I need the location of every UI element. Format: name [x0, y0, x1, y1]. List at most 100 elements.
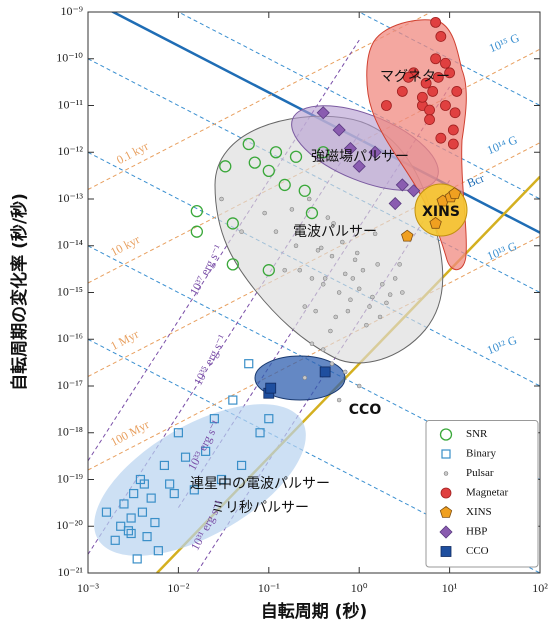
- marker: [375, 262, 380, 267]
- marker: [420, 77, 432, 89]
- y-tick-label: 10⁻¹⁹: [57, 471, 83, 485]
- marker: [329, 253, 335, 259]
- marker: [370, 294, 375, 300]
- marker: [165, 479, 175, 489]
- marker: [242, 137, 255, 151]
- marker: [306, 196, 312, 202]
- marker: [318, 245, 324, 251]
- reference-line: [88, 338, 540, 573]
- marker: [320, 282, 326, 287]
- marker: [387, 292, 393, 297]
- marker: [395, 178, 409, 192]
- marker: [219, 196, 224, 202]
- marker: [407, 184, 421, 198]
- marker: [397, 262, 402, 267]
- y-tick-label: 10⁻¹⁸: [57, 425, 83, 439]
- marker: [356, 383, 362, 389]
- marker: [444, 67, 456, 79]
- marker: [153, 546, 163, 556]
- region-label: XINS: [422, 204, 460, 220]
- marker: [319, 366, 331, 378]
- marker: [273, 229, 279, 234]
- marker: [345, 308, 351, 314]
- marker: [329, 361, 335, 366]
- x-axis-title: 自転周期 (秒): [261, 601, 367, 622]
- marker: [401, 229, 414, 242]
- marker: [262, 210, 267, 216]
- marker: [316, 106, 330, 120]
- marker: [449, 107, 461, 119]
- marker: [400, 290, 405, 295]
- marker: [381, 100, 392, 111]
- marker: [331, 221, 336, 226]
- marker: [189, 485, 199, 495]
- marker: [424, 104, 435, 116]
- marker: [282, 267, 287, 273]
- marker: [354, 250, 360, 256]
- marker: [377, 314, 383, 320]
- legend-label: Pulsar: [466, 467, 494, 479]
- x-tick-label: 10⁰: [351, 581, 368, 595]
- marker: [293, 243, 299, 248]
- y-tick-label: 10⁻²⁰: [56, 518, 83, 532]
- marker: [159, 460, 169, 471]
- marker: [336, 397, 342, 403]
- marker: [201, 446, 211, 456]
- legend: SNR Binary Pulsar Magnetar XINS HBP CCO: [425, 420, 539, 568]
- marker: [368, 145, 382, 159]
- marker: [342, 369, 348, 375]
- marker: [190, 225, 204, 238]
- region-label: マグネター: [380, 69, 450, 85]
- marker: [435, 31, 447, 42]
- marker: [356, 286, 362, 292]
- marker: [333, 314, 338, 320]
- marker: [336, 290, 342, 295]
- y-tick-label: 10⁻¹⁵: [57, 284, 83, 298]
- y-tick-label: 10⁻¹⁶: [57, 331, 83, 345]
- marker: [119, 499, 129, 509]
- marker: [298, 184, 311, 197]
- marker: [322, 276, 328, 281]
- marker: [228, 395, 238, 405]
- legend-label: Binary: [466, 448, 496, 460]
- marker: [137, 507, 148, 517]
- legend-marker: [443, 471, 449, 476]
- region-label: ミリ秒パルサー: [211, 500, 309, 516]
- marker: [447, 124, 459, 136]
- marker: [380, 282, 385, 287]
- marker: [129, 488, 139, 499]
- y-tick-label: 10⁻¹²: [57, 144, 83, 158]
- y-tick-label: 10⁻¹¹: [57, 97, 83, 111]
- marker: [132, 554, 142, 564]
- marker: [352, 159, 366, 173]
- y-tick-label: 10⁻¹³: [57, 191, 83, 205]
- marker: [239, 229, 244, 234]
- points: [101, 16, 463, 564]
- legend-marker: [441, 449, 451, 459]
- marker: [269, 146, 283, 159]
- marker: [265, 382, 277, 394]
- marker: [430, 16, 441, 28]
- marker: [289, 150, 303, 163]
- legend-marker: [439, 525, 453, 539]
- marker: [427, 86, 439, 97]
- marker: [305, 206, 319, 220]
- legend-label: SNR: [466, 428, 488, 440]
- marker: [432, 71, 444, 83]
- region-label: 電波パルサー: [293, 224, 377, 240]
- legend-marker: [440, 546, 452, 557]
- region-label: CCO: [349, 402, 382, 418]
- reference-line: [177, 12, 540, 200]
- marker: [328, 328, 333, 334]
- marker: [350, 276, 356, 281]
- marker: [348, 297, 353, 302]
- marker: [169, 488, 179, 499]
- x-tick-label: 10²: [532, 581, 548, 595]
- marker: [244, 359, 254, 369]
- legend-label: CCO: [466, 545, 489, 557]
- legend-label: XINS: [466, 506, 492, 518]
- marker: [315, 248, 321, 253]
- marker: [302, 375, 308, 381]
- binary-region: [94, 404, 306, 556]
- marker: [139, 479, 149, 489]
